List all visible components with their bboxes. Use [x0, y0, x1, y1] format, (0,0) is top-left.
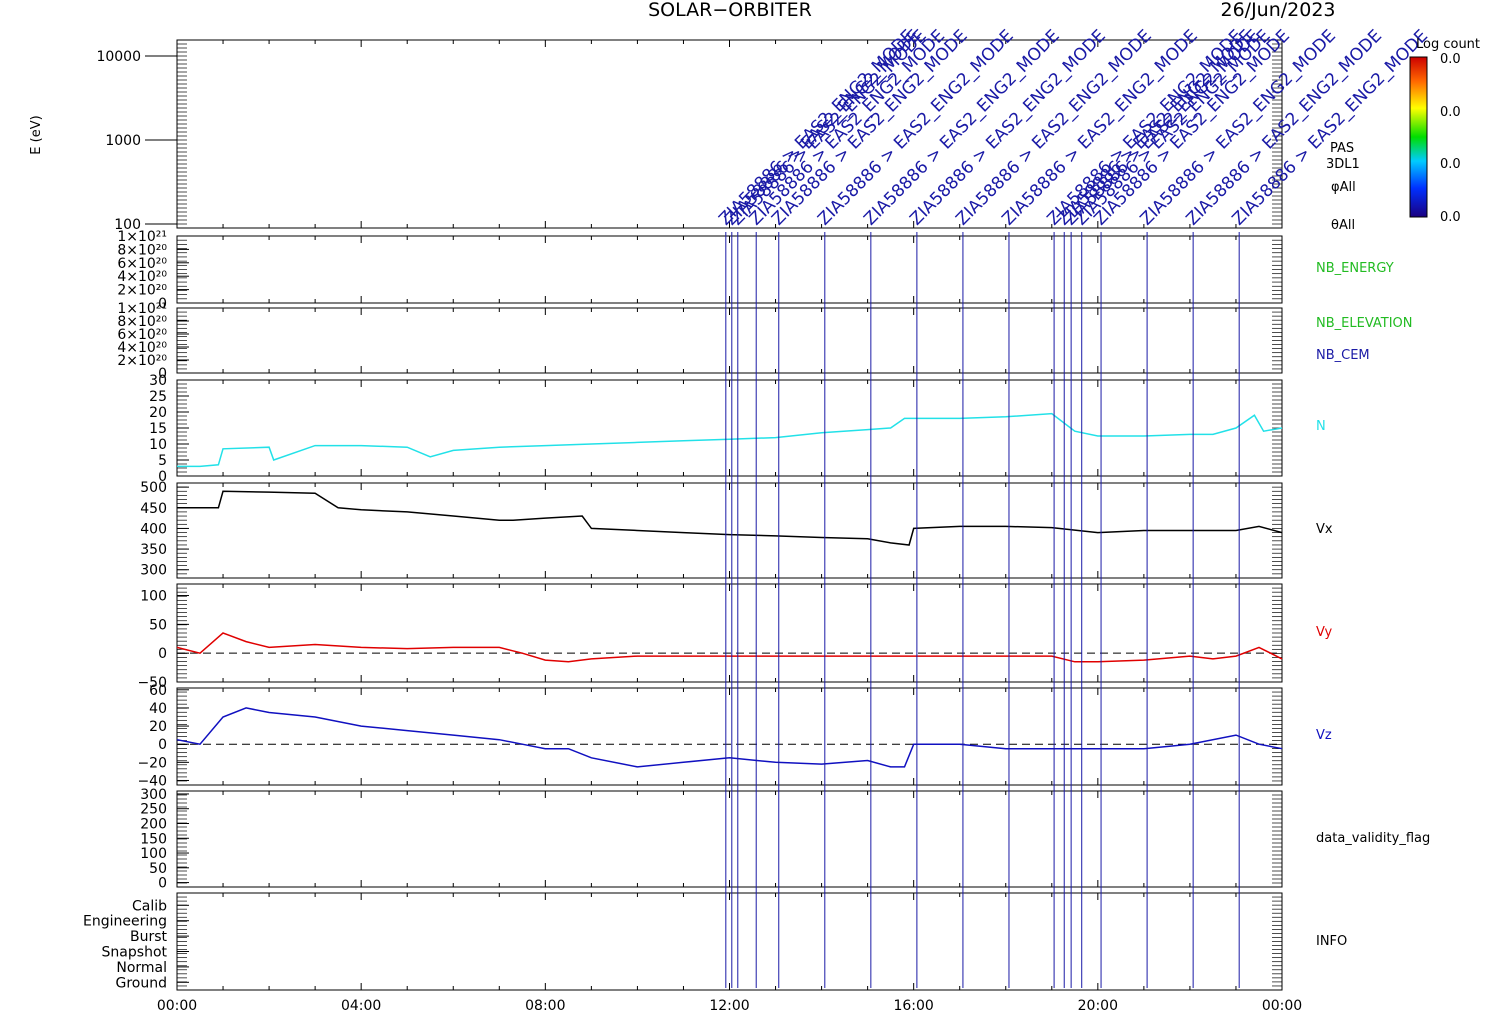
- panel-frame-n: [176, 379, 1283, 477]
- spectrogram-label-3dl1: 3DL1: [1326, 157, 1360, 172]
- info-label: INFO: [1316, 934, 1347, 949]
- y-tick-label: 400: [140, 521, 167, 537]
- series-line-vy: [176, 632, 1283, 663]
- y-tick-label: −50: [137, 675, 167, 691]
- plot-date: 26/Jun/2023: [1220, 0, 1335, 21]
- y-tick-label: 1×10²¹: [117, 229, 167, 245]
- y-tick-label: 350: [140, 542, 167, 558]
- nb-cem-label: NB_CEM: [1316, 348, 1370, 363]
- colorbar-tick: 0.0: [1440, 210, 1461, 225]
- y-tick-label: Engineering: [83, 914, 167, 930]
- y-tick-label: −40: [137, 773, 167, 789]
- y-tick-label: 2×10²⁰: [117, 283, 167, 299]
- y-tick-label: Calib: [132, 898, 167, 914]
- spectrogram-ylabel: E (eV): [29, 115, 44, 154]
- y-tick-label: 10: [149, 437, 167, 453]
- y-tick-label: 6×10²⁰: [117, 327, 167, 343]
- x-tick-label: 04:00: [341, 998, 381, 1014]
- colorbar-tick: 0.0: [1440, 52, 1461, 67]
- x-tick-label: 16:00: [893, 998, 933, 1014]
- y-tick-label: 200: [140, 816, 167, 832]
- vy-label: Vy: [1316, 625, 1333, 640]
- y-tick-label: 0: [158, 469, 167, 485]
- panel-frame-nb_elevation: [176, 307, 1283, 374]
- series-line-vx: [177, 490, 1283, 546]
- y-tick-label: 0: [158, 646, 167, 662]
- colorbar-tick: 0.0: [1440, 105, 1461, 120]
- y-tick-label: 20: [149, 405, 167, 421]
- y-tick-label: 8×10²⁰: [117, 242, 167, 258]
- y-tick-label: 450: [140, 501, 167, 517]
- spectrogram-tick-label: 10000: [96, 49, 141, 65]
- validity-label: data_validity_flag: [1316, 831, 1430, 846]
- panel-frame-vx: [176, 482, 1283, 579]
- spectrogram-label-phi: φAll: [1331, 180, 1356, 195]
- y-tick-label: 0: [158, 366, 167, 382]
- nb-elevation-label: NB_ELEVATION: [1316, 316, 1413, 331]
- mission-title: SOLAR−ORBITER: [648, 0, 812, 21]
- y-tick-label: 50: [149, 861, 167, 877]
- y-tick-label: 4×10²⁰: [117, 340, 167, 356]
- y-tick-label: 300: [140, 563, 167, 579]
- spectrogram-tick-label: 1000: [105, 133, 141, 149]
- y-tick-label: 20: [149, 719, 167, 735]
- y-tick-label: 100: [140, 589, 167, 605]
- y-tick-label: Burst: [130, 929, 168, 945]
- y-tick-label: −20: [137, 755, 167, 771]
- y-tick-label: 150: [140, 831, 167, 847]
- panel-frame-vy: [176, 583, 1283, 683]
- y-tick-label: 8×10²⁰: [117, 314, 167, 330]
- series-line-n: [177, 412, 1283, 468]
- y-tick-label: 6×10²⁰: [117, 256, 167, 272]
- panel-frame-vz: [176, 687, 1283, 786]
- data-lines: [176, 412, 1283, 768]
- x-tick-label: 12:00: [709, 998, 749, 1014]
- y-tick-label: 2×10²⁰: [117, 353, 167, 369]
- vx-label: Vx: [1316, 522, 1333, 537]
- y-tick-label: Snapshot: [102, 945, 168, 961]
- panel-frame-validity: [176, 790, 1283, 888]
- y-tick-label: 25: [149, 389, 167, 405]
- y-tick-label: 1×10²¹: [117, 301, 167, 317]
- panel-frame-info: [176, 892, 1283, 991]
- y-tick-label: 0: [158, 737, 167, 753]
- y-tick-label: 5: [158, 453, 167, 469]
- spectrogram-label-theta: θAll: [1331, 218, 1355, 233]
- nb-energy-label: NB_ENERGY: [1316, 261, 1394, 276]
- y-tick-label: Ground: [116, 975, 168, 991]
- y-tick-label: 250: [140, 802, 167, 818]
- n-label: N: [1316, 419, 1326, 434]
- panel-frame-nb_energy: [176, 235, 1283, 304]
- y-tick-label: 60: [149, 683, 167, 699]
- ticks-layer: 10010001000002×10²⁰4×10²⁰6×10²⁰8×10²⁰1×1…: [83, 40, 1302, 1014]
- y-tick-label: 300: [140, 787, 167, 803]
- x-tick-label: 00:00: [1262, 998, 1302, 1014]
- y-tick-label: 100: [140, 846, 167, 862]
- spectrogram-tick-label: 100: [114, 217, 141, 233]
- y-tick-label: 50: [149, 617, 167, 633]
- vz-label: Vz: [1316, 728, 1332, 743]
- x-tick-label: 08:00: [525, 998, 565, 1014]
- colorbar: [1409, 56, 1428, 218]
- y-tick-label: 0: [158, 296, 167, 312]
- x-tick-label: 00:00: [157, 998, 197, 1014]
- x-tick-label: 20:00: [1078, 998, 1118, 1014]
- series-line-vz: [176, 707, 1283, 768]
- y-tick-label: 30: [149, 373, 167, 389]
- spectrogram-label-pas: PAS: [1330, 141, 1354, 156]
- y-tick-label: 15: [149, 421, 167, 437]
- y-tick-label: 40: [149, 701, 167, 717]
- colorbar-tick: 0.0: [1440, 157, 1461, 172]
- y-tick-label: 0: [158, 876, 167, 892]
- y-tick-label: 4×10²⁰: [117, 269, 167, 285]
- y-tick-label: 500: [140, 480, 167, 496]
- colorbar-title: Log count: [1416, 37, 1480, 52]
- y-tick-label: Normal: [116, 960, 167, 976]
